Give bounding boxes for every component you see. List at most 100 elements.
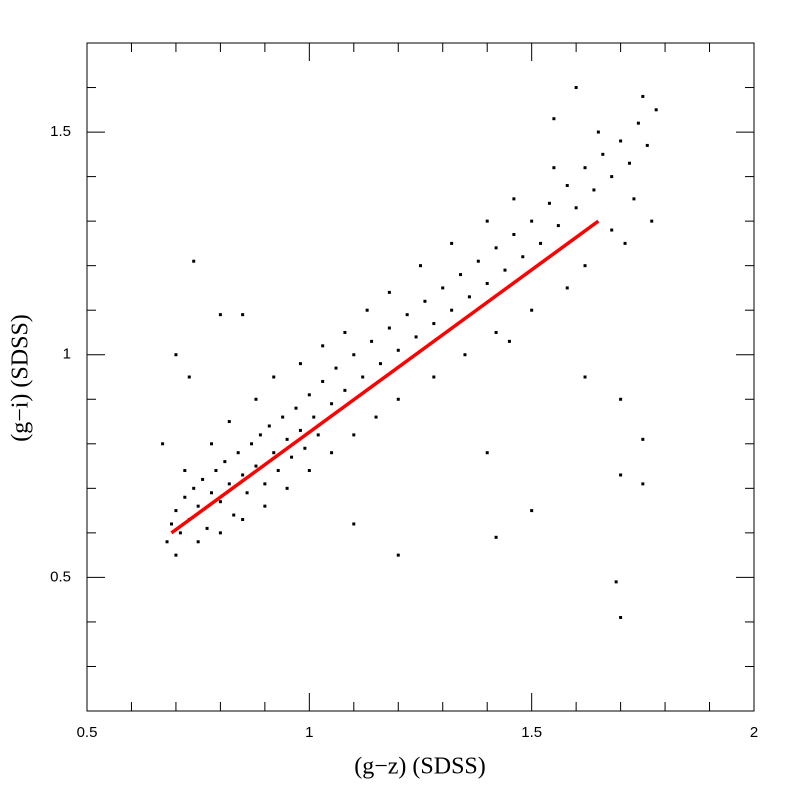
point — [530, 509, 534, 513]
point — [556, 224, 560, 228]
point — [610, 175, 614, 179]
point — [507, 339, 511, 343]
point — [583, 166, 587, 170]
point — [352, 353, 356, 357]
point — [218, 313, 222, 317]
x-tick-label: 1.5 — [521, 724, 542, 741]
point — [419, 264, 422, 268]
point — [619, 615, 623, 619]
point — [423, 299, 427, 303]
point — [396, 553, 400, 557]
point — [343, 388, 347, 392]
point — [485, 451, 489, 455]
point — [547, 201, 551, 205]
point — [450, 241, 454, 245]
point — [485, 219, 489, 223]
point — [641, 482, 645, 486]
point — [272, 375, 276, 379]
x-tick-label: 1 — [305, 724, 313, 741]
point — [641, 437, 645, 441]
point — [241, 518, 245, 522]
point — [565, 184, 569, 188]
point — [614, 580, 618, 584]
point — [343, 330, 347, 334]
point — [294, 406, 298, 410]
point — [241, 473, 245, 477]
point — [178, 531, 182, 535]
point — [210, 442, 214, 446]
point — [174, 553, 178, 557]
point — [387, 326, 391, 330]
point — [405, 313, 409, 317]
x-tick-label: 2 — [750, 724, 758, 741]
point — [290, 455, 294, 459]
point — [298, 362, 302, 366]
point — [183, 469, 187, 473]
point — [192, 259, 196, 263]
point — [241, 313, 245, 317]
point — [165, 540, 169, 544]
point — [414, 335, 418, 339]
point — [334, 366, 338, 370]
plot-frame — [86, 42, 755, 712]
point — [503, 268, 507, 272]
point — [485, 281, 489, 285]
point — [432, 322, 436, 326]
point — [250, 442, 254, 446]
point — [330, 402, 334, 406]
point — [539, 241, 543, 245]
point — [530, 219, 534, 223]
point — [258, 433, 262, 437]
point — [214, 469, 218, 473]
point — [512, 232, 516, 236]
point — [619, 397, 623, 401]
point — [396, 348, 400, 352]
point — [169, 522, 173, 526]
point — [467, 295, 471, 299]
point — [552, 117, 556, 121]
point — [619, 139, 623, 143]
point — [521, 255, 525, 259]
point — [512, 197, 516, 201]
y-tick-label: 1.5 — [50, 123, 71, 140]
point — [574, 86, 578, 90]
point — [450, 308, 454, 312]
fit-line — [170, 219, 600, 535]
point — [174, 509, 178, 513]
point — [565, 286, 569, 290]
point — [619, 473, 623, 477]
point — [610, 228, 614, 232]
point — [312, 415, 316, 419]
point — [223, 460, 227, 464]
point — [378, 362, 382, 366]
point — [352, 433, 356, 437]
point — [636, 121, 640, 125]
point — [459, 273, 463, 277]
point — [441, 286, 445, 290]
point — [632, 197, 636, 201]
point — [645, 143, 649, 147]
point — [192, 486, 196, 490]
point — [494, 246, 498, 250]
point — [365, 308, 369, 312]
point — [552, 166, 556, 170]
point — [187, 375, 191, 379]
point — [396, 397, 400, 401]
point — [254, 397, 258, 401]
point — [654, 108, 658, 112]
point — [370, 339, 374, 343]
point — [321, 344, 325, 348]
point — [596, 130, 600, 134]
point — [330, 451, 334, 455]
point — [272, 451, 276, 455]
point — [307, 393, 311, 397]
point — [592, 188, 596, 192]
x-axis-label: (g−z) (SDSS) — [354, 754, 486, 780]
point — [285, 486, 289, 490]
point — [494, 330, 498, 334]
point — [298, 428, 302, 432]
point — [321, 379, 325, 383]
point — [530, 308, 534, 312]
point — [232, 513, 236, 517]
